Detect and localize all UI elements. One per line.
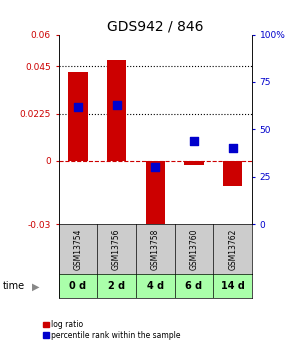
Bar xyxy=(146,161,165,241)
Legend: log ratio, percentile rank within the sample: log ratio, percentile rank within the sa… xyxy=(42,319,181,341)
Point xyxy=(153,165,158,170)
Point xyxy=(76,104,80,109)
Bar xyxy=(223,161,242,186)
Text: GSM13762: GSM13762 xyxy=(228,229,237,270)
Text: 0 d: 0 d xyxy=(69,282,86,291)
Bar xyxy=(107,60,126,161)
Text: GSM13758: GSM13758 xyxy=(151,229,160,270)
Text: 6 d: 6 d xyxy=(185,282,202,291)
Text: 14 d: 14 d xyxy=(221,282,245,291)
Title: GDS942 / 846: GDS942 / 846 xyxy=(107,19,204,33)
Text: GSM13754: GSM13754 xyxy=(74,228,82,270)
Text: ▶: ▶ xyxy=(32,282,40,291)
Bar xyxy=(184,161,204,165)
Text: time: time xyxy=(3,282,25,291)
Point xyxy=(230,146,235,151)
Text: 4 d: 4 d xyxy=(147,282,164,291)
Text: GSM13756: GSM13756 xyxy=(112,228,121,270)
Text: GSM13760: GSM13760 xyxy=(190,228,198,270)
Text: 2 d: 2 d xyxy=(108,282,125,291)
Point xyxy=(114,102,119,108)
Bar xyxy=(68,72,88,161)
Point xyxy=(192,138,196,144)
